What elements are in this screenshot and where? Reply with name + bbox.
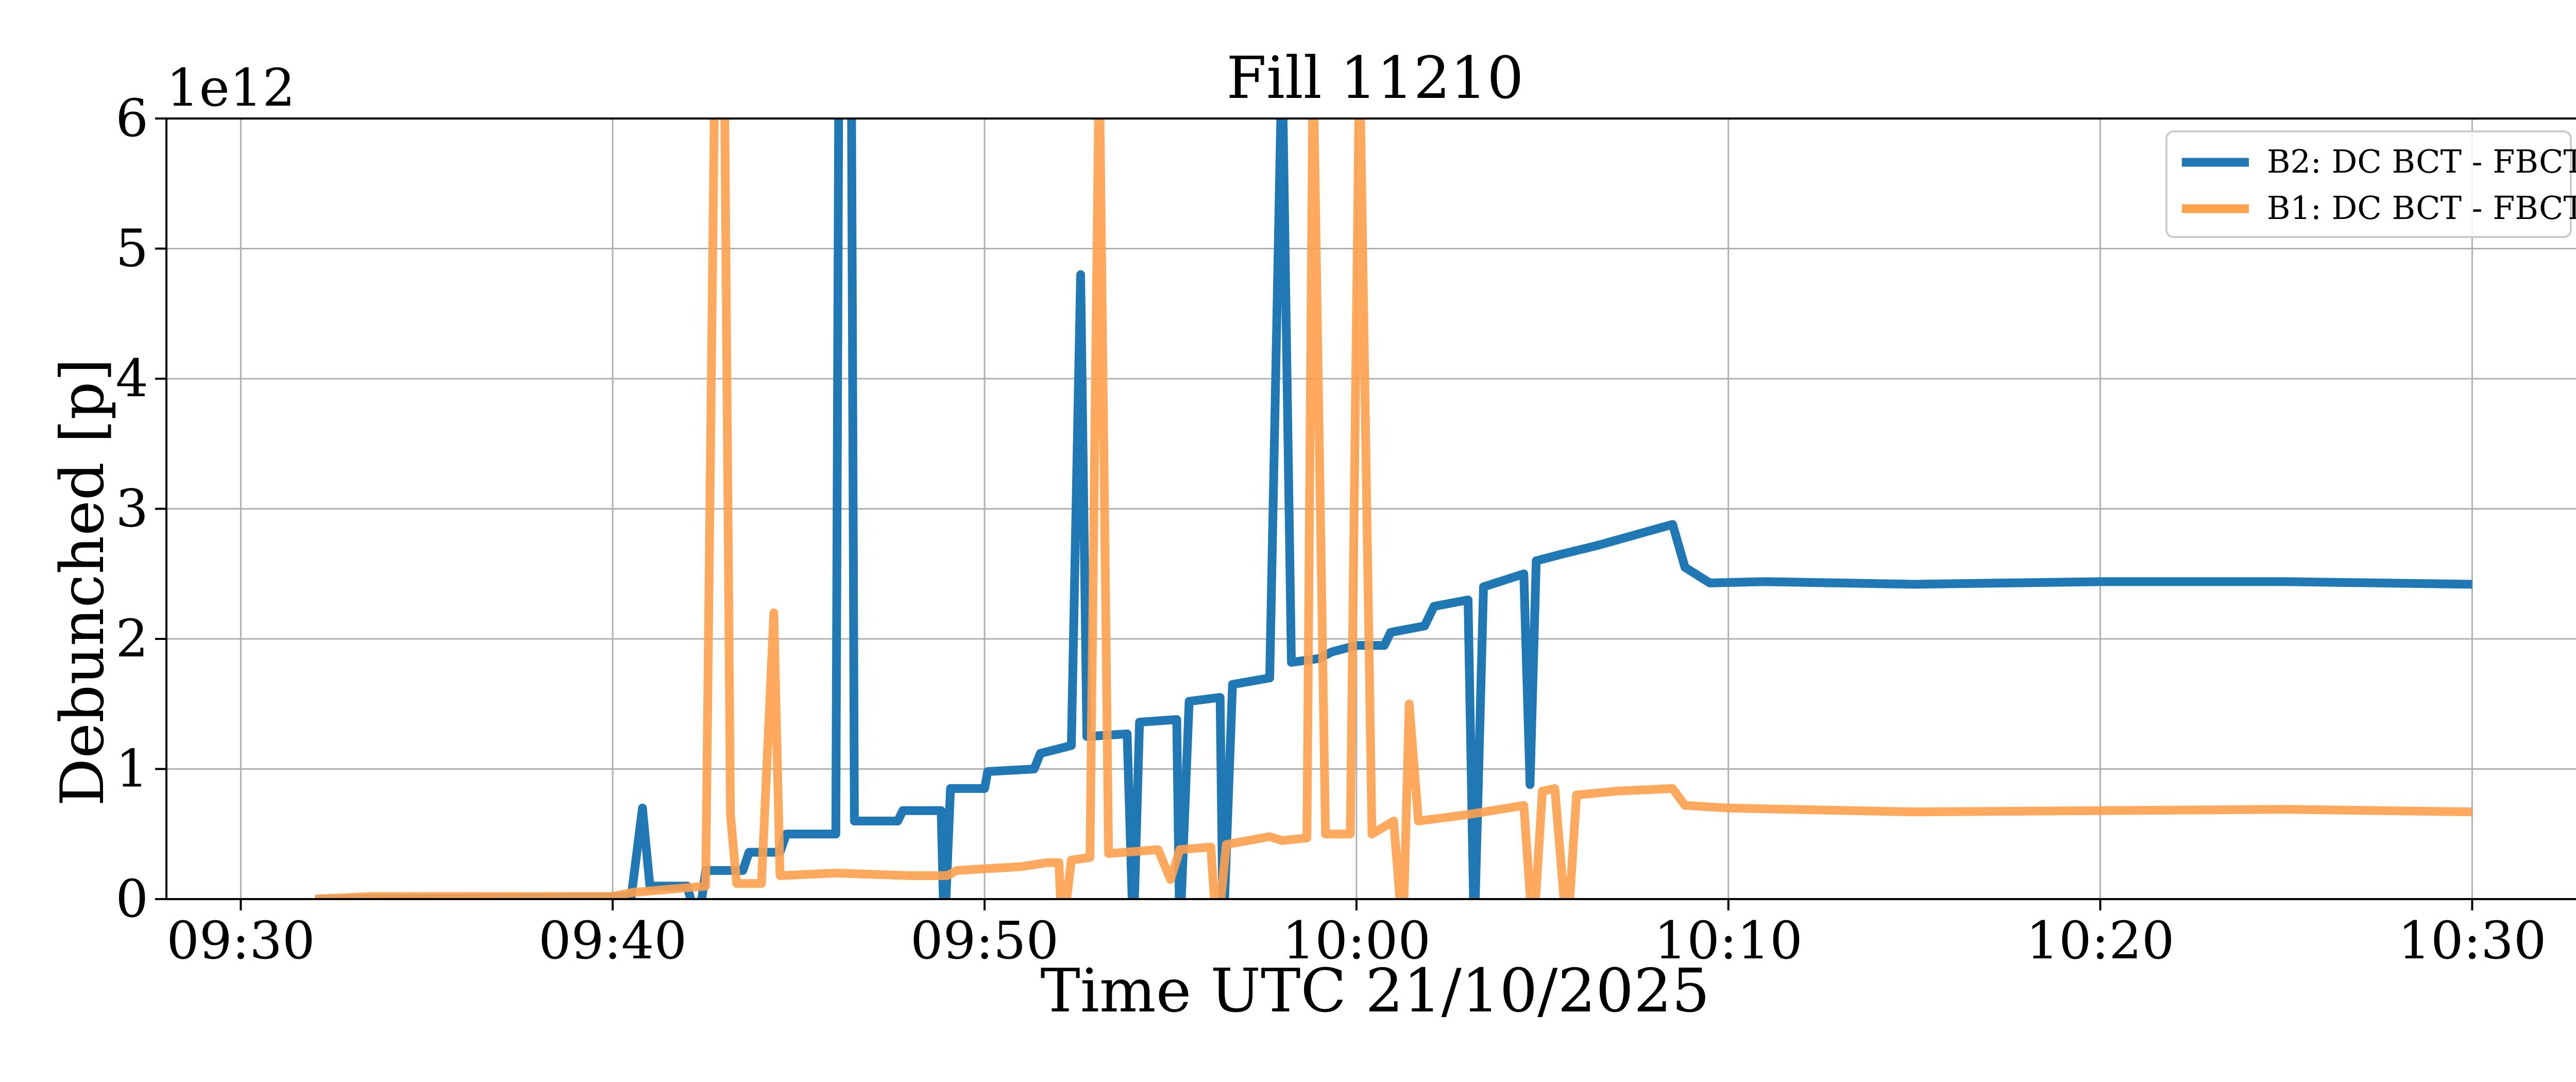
legend-label-1: B1: DC BCT - FBCT (2267, 189, 2576, 227)
legend-box (2165, 130, 2572, 238)
y-axis-label: Debunched [p] (48, 358, 117, 806)
y-tick-label-3: 3 (115, 479, 148, 539)
x-tick-label-0: 09:30 (166, 910, 315, 971)
y-offset-label: 1e12 (166, 58, 295, 118)
x-tick-label-5: 10:20 (2026, 910, 2175, 971)
x-tick-label-1: 09:40 (538, 910, 687, 971)
x-tick-label-3: 10:00 (1282, 910, 1431, 971)
chart-title: Fill 11210 (1226, 45, 1523, 112)
x-tick-label-2: 09:50 (910, 910, 1059, 971)
series-line-1 (315, 119, 2472, 899)
legend: B2: DC BCT - FBCT B1: DC BCT - FBCT (2165, 130, 2576, 238)
x-axis-label: Time UTC 21/10/2025 (1040, 956, 1709, 1026)
y-tick-label-1: 1 (115, 739, 148, 799)
x-tick-label-6: 10:30 (2398, 910, 2546, 971)
y-tick-label-2: 2 (115, 608, 148, 669)
y-tick-label-6: 6 (115, 88, 148, 148)
plot-frame (165, 117, 2576, 900)
series-layer (315, 119, 2472, 899)
y-tick-label-0: 0 (115, 869, 148, 929)
y-tick-label-5: 5 (115, 218, 148, 279)
y-tick-label-4: 4 (115, 348, 148, 409)
legend-label-0: B2: DC BCT - FBCT (2267, 143, 2576, 180)
x-tick-label-4: 10:10 (1654, 910, 1803, 971)
axes: 09:30 09:40 09:50 10:00 10:10 10:20 10:30 0 1 2 3 4… (115, 88, 2576, 971)
